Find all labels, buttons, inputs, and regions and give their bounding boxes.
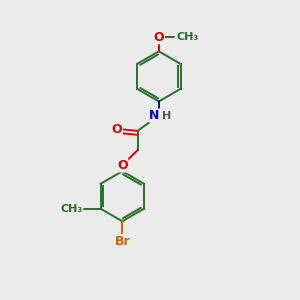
Text: O: O: [117, 159, 128, 172]
Text: CH₃: CH₃: [176, 32, 199, 42]
Text: O: O: [154, 31, 164, 44]
Text: H: H: [163, 110, 172, 121]
Text: O: O: [112, 123, 122, 136]
Text: N: N: [149, 109, 160, 122]
Text: CH₃: CH₃: [60, 204, 82, 214]
Text: Br: Br: [115, 235, 130, 248]
